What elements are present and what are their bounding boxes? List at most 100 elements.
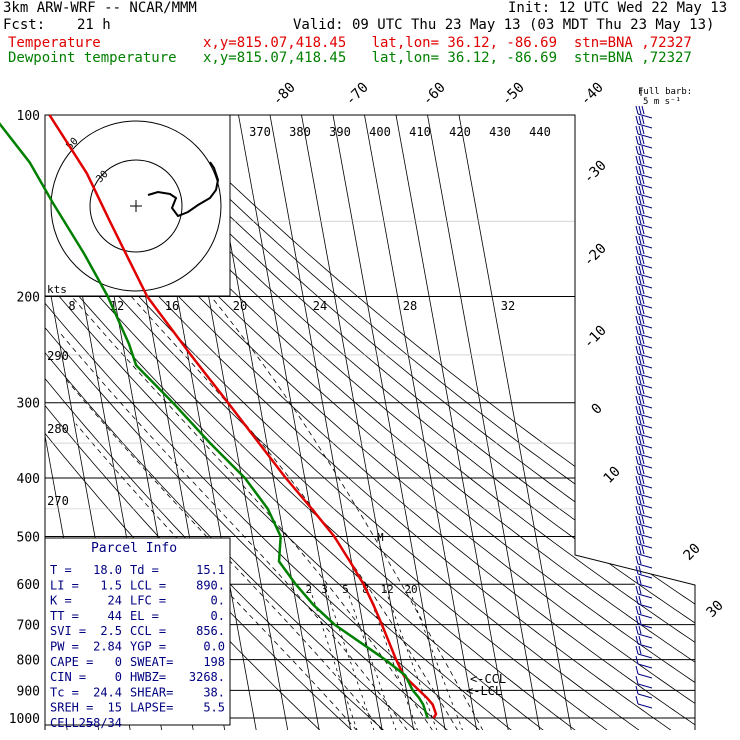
- temperature-profile: [48, 114, 438, 719]
- parcel-value: 24.4: [93, 685, 122, 699]
- theta-label: 400: [369, 125, 391, 139]
- wind-barb: [635, 485, 653, 499]
- parcel-label: SREH =: [50, 701, 93, 715]
- pressure-label: 900: [17, 684, 40, 699]
- wind-barb: [635, 285, 653, 299]
- wind-barb: [635, 435, 653, 449]
- wind-barb: [635, 405, 653, 419]
- parcel-label: Td =: [130, 563, 159, 577]
- pressure-label: 1000: [9, 712, 40, 727]
- theta-label: 270: [47, 494, 69, 508]
- wind-barb: [635, 105, 653, 119]
- valid-time: Valid: 09 UTC Thu 23 May 13 (03 MDT Thu …: [293, 17, 715, 33]
- mixing-ratio-label: 3: [321, 583, 328, 596]
- hodograph-ring: [50, 120, 222, 292]
- wind-barb: [635, 575, 653, 589]
- theta-label: 280: [47, 422, 69, 436]
- wind-barb: [635, 255, 653, 269]
- parcel-label: CELL =: [50, 716, 93, 730]
- dewpoint-profile: [0, 122, 429, 719]
- dry-adiabat-line: [45, 115, 481, 730]
- parcel-label: CIN =: [50, 670, 86, 684]
- parcel-value: 890.: [196, 578, 225, 592]
- parcel-label: TT =: [50, 609, 79, 623]
- hodograph-xtick: 32: [501, 299, 515, 313]
- parcel-label: YGP =: [130, 640, 166, 654]
- isotherm-label: -10: [581, 323, 610, 352]
- wind-barb: [635, 495, 653, 509]
- parcel-label: CCL =: [130, 624, 166, 638]
- wind-barb: [635, 615, 653, 629]
- parcel-label: PW =: [50, 640, 79, 654]
- wind-barb: [635, 205, 653, 219]
- hodograph-units: kts: [47, 283, 67, 296]
- dry-adiabat-line: [45, 115, 513, 730]
- wind-barb: [635, 195, 653, 209]
- dry-adiabat-line: [45, 115, 577, 730]
- wind-barb: [635, 525, 653, 539]
- dry-adiabat-line: [45, 115, 545, 730]
- dry-adiabat-line: [45, 115, 695, 730]
- forecast-label: Fcst:: [3, 17, 46, 33]
- dry-adiabat-line: [45, 115, 609, 730]
- isotherm-line: [301, 115, 415, 730]
- isotherm-label: 0: [589, 401, 606, 418]
- wind-barb: [635, 685, 653, 699]
- isotherm-label: -20: [581, 241, 610, 270]
- header: 3km ARW-WRF -- NCAR/MMM Init: 12 UTC Wed…: [0, 0, 740, 70]
- parcel-value: 0: [115, 655, 122, 669]
- wind-barb: [635, 465, 653, 479]
- hodograph-xtick: 8: [68, 299, 75, 313]
- legend-temperature: Temperature: [8, 35, 101, 51]
- wind-barb: [635, 655, 653, 669]
- mixing-ratio-label: 2: [305, 583, 312, 596]
- parcel-value: 5.5: [203, 701, 225, 715]
- wind-barb: [635, 565, 653, 579]
- moist-adiabat-line: [210, 296, 484, 730]
- parcel-value: 15.1: [196, 563, 225, 577]
- dry-adiabat-line: [78, 115, 695, 730]
- theta-label: 370: [249, 125, 271, 139]
- wind-barb: [635, 125, 653, 139]
- wind-barb: [635, 295, 653, 309]
- hodograph-trace: [147, 161, 220, 218]
- wind-barb: [635, 375, 653, 389]
- wind-barb: [635, 425, 653, 439]
- parcel-label: EL =: [130, 609, 159, 623]
- isotherm-line: [332, 115, 446, 730]
- dry-adiabat-line: [45, 115, 449, 730]
- mixing-ratio-label: 5: [342, 583, 349, 596]
- parcel-label: SWEAT=: [130, 655, 173, 669]
- temperature-location: x,y=815.07,418.45 lat,lon= 36.12, -86.69…: [203, 35, 692, 51]
- parcel-label: K =: [50, 594, 72, 608]
- parcel-value: 198: [203, 655, 225, 669]
- parcel-value: 856.: [196, 624, 225, 638]
- parcel-label: Tc =: [50, 685, 79, 699]
- wind-barb: [635, 475, 653, 489]
- parcel-value: 18.0: [93, 563, 122, 577]
- isotherm-label: -60: [420, 80, 449, 109]
- model-title: 3km ARW-WRF -- NCAR/MMM: [3, 0, 197, 16]
- wind-barb: [635, 455, 653, 469]
- parcel-label: HWBZ=: [130, 670, 166, 684]
- hodograph-xtick: 24: [313, 299, 327, 313]
- dry-adiabat-line: [143, 115, 695, 730]
- parcel-value: 38.: [203, 685, 225, 699]
- wind-barb: [635, 135, 653, 149]
- hodograph-xtick: 20: [233, 299, 247, 313]
- parcel-value: 1.5: [100, 578, 122, 592]
- mixing-ratio-line: [344, 584, 397, 730]
- parcel-label: LI =: [50, 578, 79, 592]
- isotherm-line: [0, 115, 36, 731]
- wind-barb: [635, 315, 653, 329]
- wind-barb: [635, 275, 653, 289]
- wind-barb: [635, 645, 653, 659]
- isotherm-line: [395, 115, 509, 730]
- moist-adiabat-line: [75, 423, 358, 730]
- wind-barb: [635, 145, 653, 159]
- parcel-label: LFC =: [130, 594, 166, 608]
- wind-barb: [635, 625, 653, 639]
- pressure-label: 300: [17, 397, 40, 412]
- wind-barb: [635, 175, 653, 189]
